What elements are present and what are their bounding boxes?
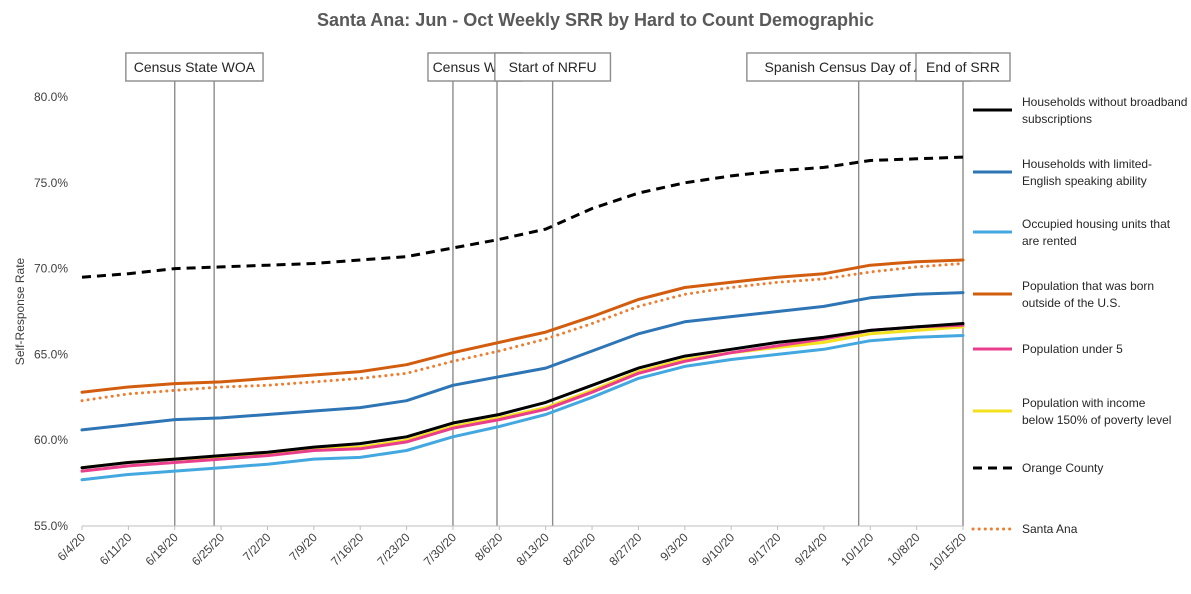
x-tick-label: 7/2/20 bbox=[240, 530, 274, 564]
series-line-occupied-housing-units-that-are-rented bbox=[80, 334, 965, 482]
annotation-box bbox=[494, 52, 612, 82]
legend-label-line: below 150% of poverty level bbox=[1022, 413, 1171, 427]
x-tick-label: 8/13/20 bbox=[514, 530, 552, 568]
annotation-label: Census State WOA bbox=[134, 59, 256, 75]
series-line-population-under-5 bbox=[80, 323, 965, 473]
legend-label: Santa Ana bbox=[1022, 522, 1078, 536]
legend-label-line: English speaking ability bbox=[1022, 174, 1147, 188]
annotation-lines bbox=[174, 80, 964, 526]
legend-label: Occupied housing units that are rented bbox=[1022, 217, 1171, 248]
annotation-label: Spanish Census Day of Action bbox=[764, 59, 952, 75]
legend: Households without broadband subscription… bbox=[971, 95, 1187, 536]
x-tick-label: 8/6/20 bbox=[472, 530, 506, 564]
x-tick-label: 6/18/20 bbox=[143, 530, 181, 568]
y-tick-label: 65.0% bbox=[34, 347, 68, 361]
legend-label: Population under 5 bbox=[1022, 342, 1123, 356]
annotation-label: End of SRR bbox=[926, 59, 1000, 75]
annotation-box bbox=[125, 52, 264, 82]
x-tick-label: 8/20/20 bbox=[560, 530, 598, 568]
x-tick-label: 10/1/20 bbox=[838, 530, 876, 568]
x-tick-label: 7/9/20 bbox=[286, 530, 320, 564]
legend-label-line: Population that was born bbox=[1022, 279, 1154, 293]
series-lines bbox=[80, 155, 965, 482]
series-line-santa-ana bbox=[80, 262, 965, 403]
legend-label: Households without broadband subscription… bbox=[1022, 95, 1187, 126]
y-tick-label: 60.0% bbox=[34, 433, 68, 447]
x-tick-label: 9/3/20 bbox=[657, 530, 691, 564]
series-line-population-that-was-born-outside-of-the-u-s bbox=[80, 258, 965, 394]
legend-label-line: Population with income bbox=[1022, 396, 1146, 410]
x-tick-label: 10/8/20 bbox=[885, 530, 923, 568]
y-axis-label: Self-Response Rate bbox=[13, 257, 27, 365]
x-tick-label: 9/17/20 bbox=[745, 530, 783, 568]
y-tick-label: 80.0% bbox=[34, 90, 68, 104]
y-tick-label: 70.0% bbox=[34, 262, 68, 276]
chart-title: Santa Ana: Jun - Oct Weekly SRR by Hard … bbox=[316, 10, 875, 30]
x-tick-label: 10/15/20 bbox=[926, 530, 969, 573]
series-line-orange-county bbox=[81, 155, 964, 279]
legend-label: Households with limited- English speaking… bbox=[1022, 157, 1152, 188]
legend-label-line: Households with limited- bbox=[1022, 157, 1152, 171]
legend-label: Population that was born outside of the U… bbox=[1022, 279, 1154, 310]
legend-label-line: outside of the U.S. bbox=[1022, 296, 1121, 310]
annotation-box bbox=[915, 52, 1011, 82]
x-tick-label: 9/24/20 bbox=[792, 530, 830, 568]
axes: 55.0% 60.0% 65.0% 70.0% 75.0% 80.0% Self-Respo… bbox=[13, 90, 969, 573]
legend-label-line: subscriptions bbox=[1022, 112, 1092, 126]
legend-label-line: are rented bbox=[1022, 234, 1077, 248]
legend-label-line: Occupied housing units that bbox=[1022, 217, 1171, 231]
series-line-households-without-broadband-subscriptions bbox=[80, 322, 965, 470]
x-tick-label: 8/27/20 bbox=[606, 530, 644, 568]
x-tick-label: 7/30/20 bbox=[421, 530, 459, 568]
x-tick-label: 6/4/20 bbox=[55, 530, 89, 564]
series-line-households-with-limited-english-speaking-ability bbox=[80, 291, 965, 432]
y-tick-label: 75.0% bbox=[34, 176, 68, 190]
legend-label: Orange County bbox=[1022, 461, 1103, 475]
x-tick-label: 6/25/20 bbox=[189, 530, 227, 568]
x-tick-label: 6/11/20 bbox=[97, 530, 135, 568]
legend-label: Population with income below 150% of pove… bbox=[1022, 396, 1171, 427]
y-tick-label: 55.0% bbox=[34, 519, 68, 533]
series-line-population-with-income-below-150-of-poverty-level bbox=[80, 325, 965, 470]
legend-label-line: Households without broadband bbox=[1022, 95, 1187, 109]
annotation-label: Start of NRFU bbox=[509, 59, 597, 75]
x-tick-label: 7/16/20 bbox=[328, 530, 366, 568]
x-tick-label: 7/23/20 bbox=[374, 530, 412, 568]
x-tick-label: 9/10/20 bbox=[699, 530, 737, 568]
